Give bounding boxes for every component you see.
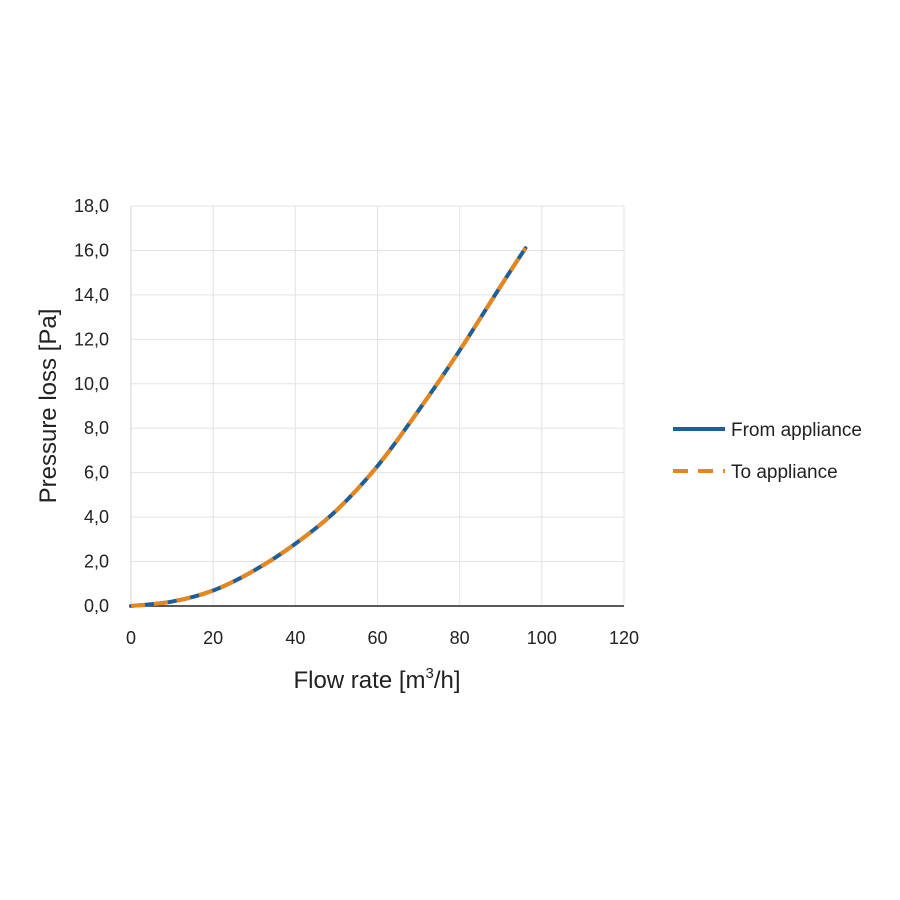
x-tick-label: 100	[527, 628, 557, 648]
y-tick-label: 8,0	[84, 418, 109, 438]
series-lines	[129, 246, 528, 608]
x-tick-label: 40	[285, 628, 305, 648]
x-axis-title-superscript: 3	[426, 665, 434, 682]
x-tick-label: 60	[367, 628, 387, 648]
y-tick-label: 12,0	[74, 329, 109, 349]
y-tick-label: 18,0	[74, 196, 109, 216]
y-tick-label: 0,0	[84, 596, 109, 616]
x-tick-label: 120	[609, 628, 639, 648]
tick-labels: 0 20 40 60 80 100 120 0,0 2,0 4,0 6,0 8,0 10,0 12,0 14…	[74, 196, 639, 648]
x-tick-label: 80	[450, 628, 470, 648]
x-axis-title-main: Flow rate [m	[293, 667, 425, 694]
y-tick-label: 6,0	[84, 463, 109, 483]
y-tick-label: 10,0	[74, 374, 109, 394]
chart-grid	[130, 205, 625, 607]
x-axis-title: Flow rate [m3/h]	[293, 665, 460, 694]
series-line-2	[130, 247, 528, 608]
y-tick-label: 16,0	[74, 240, 109, 260]
chart-legend: From appliance To appliance	[673, 420, 862, 483]
y-axis-title: Pressure loss [Pa]	[35, 309, 62, 504]
y-tick-label: 4,0	[84, 507, 109, 527]
y-tick-label: 14,0	[74, 285, 109, 305]
series-line-1	[129, 246, 528, 608]
legend-label-1: From appliance	[731, 420, 862, 441]
legend-label-2: To appliance	[731, 462, 838, 483]
chart-axes	[130, 206, 624, 607]
x-tick-label: 20	[203, 628, 223, 648]
x-axis-title-end: /h]	[434, 667, 461, 694]
x-tick-label: 0	[126, 628, 136, 648]
y-tick-label: 2,0	[84, 552, 109, 572]
